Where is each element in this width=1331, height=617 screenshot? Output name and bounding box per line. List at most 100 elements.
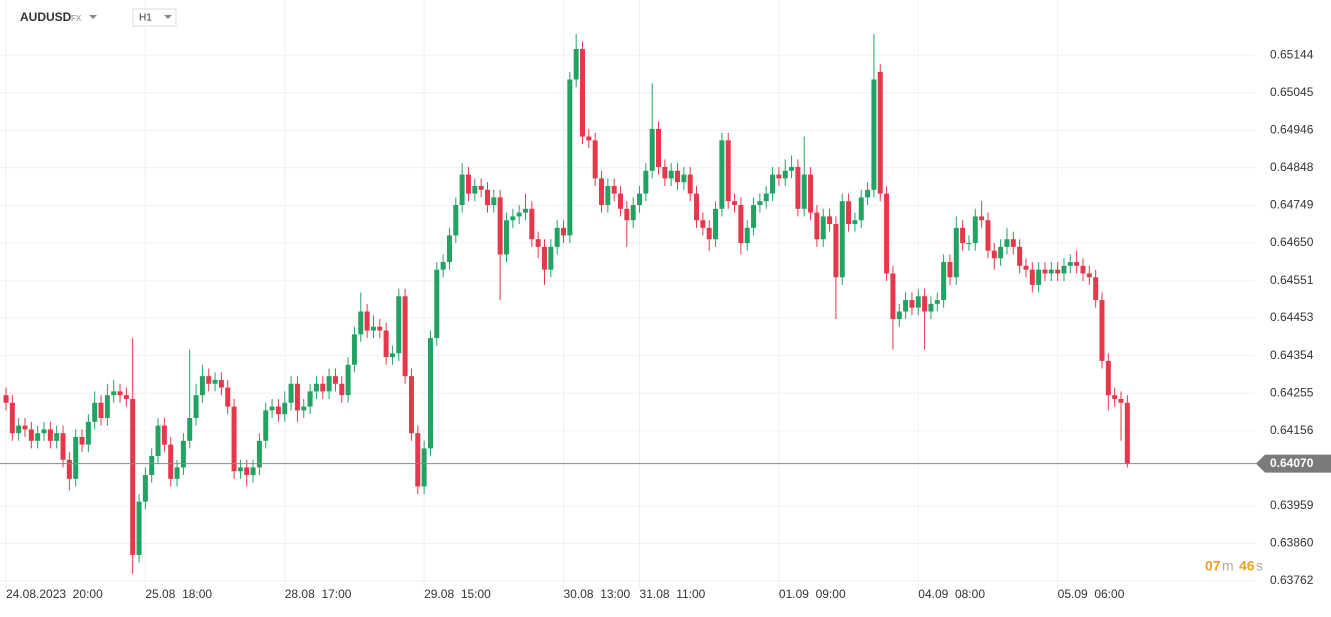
candle-body: [326, 376, 332, 392]
candle-body: [662, 166, 668, 179]
y-tick-label: 0.64650: [1270, 235, 1314, 249]
candle-body: [535, 239, 541, 247]
y-tick-label: 0.65045: [1270, 85, 1314, 99]
candle-body: [985, 220, 991, 251]
candle-body: [187, 417, 193, 441]
candle-body: [611, 185, 617, 194]
candle-body: [529, 208, 535, 240]
x-tick-label: 24.08.2023 20:00: [6, 587, 103, 601]
candle-body: [389, 353, 395, 358]
candle-body: [117, 391, 123, 396]
candle-body: [402, 296, 408, 377]
candle-body: [1055, 269, 1061, 274]
y-tick-label: 0.64551: [1270, 273, 1314, 287]
market: FX: [71, 14, 82, 23]
y-tick-label: 0.63762: [1270, 573, 1314, 587]
candle-body: [1017, 246, 1023, 266]
timer-seconds-unit: s: [1256, 558, 1263, 574]
candle-body: [675, 170, 681, 183]
candle-body: [808, 174, 814, 213]
last-price-label: 0.64070: [1270, 456, 1314, 470]
candle-body: [136, 501, 142, 555]
candle-body: [301, 406, 307, 411]
candle-body: [757, 201, 763, 206]
symbol-dropdown[interactable]: [89, 15, 97, 19]
candle-body: [618, 193, 624, 209]
candle-body: [732, 201, 738, 206]
candle-body: [47, 429, 53, 441]
candle-body: [269, 406, 275, 411]
candle-body: [484, 189, 490, 206]
candle-body: [307, 391, 313, 407]
candle-body: [903, 300, 909, 312]
candle-body: [858, 197, 864, 221]
candle-body: [427, 338, 433, 449]
candle-body: [415, 433, 421, 487]
candle-body: [130, 398, 136, 555]
candle-body: [852, 220, 858, 225]
candle-body: [814, 212, 820, 240]
candle-body: [104, 395, 110, 418]
candle-body: [776, 174, 782, 179]
candle-body: [155, 425, 161, 457]
candle-body: [820, 216, 826, 240]
y-tick-label: 0.64156: [1270, 423, 1314, 437]
candle-body: [370, 326, 376, 331]
candle-body: [649, 128, 655, 171]
candle-body: [592, 140, 598, 179]
candle-body: [313, 383, 319, 392]
candle-body: [896, 311, 902, 320]
candle-body: [928, 303, 934, 312]
candle-body: [795, 166, 801, 209]
candle-body: [123, 395, 129, 399]
candle-body: [1048, 269, 1054, 274]
candle-body: [1124, 402, 1130, 464]
candle-body: [656, 128, 662, 167]
candle-body: [719, 140, 725, 209]
candle-body: [237, 467, 243, 472]
candle-body: [839, 201, 845, 278]
candle-body: [706, 227, 712, 240]
timeframe-box[interactable]: [132, 8, 177, 27]
candle-body: [972, 216, 978, 244]
candle-body: [60, 433, 66, 460]
candle-body: [1023, 265, 1029, 270]
candle-body: [16, 425, 22, 434]
candle-body: [320, 383, 326, 392]
candle-body: [751, 205, 757, 228]
y-tick-label: 0.63959: [1270, 498, 1314, 512]
candle-body: [472, 185, 478, 194]
candle-body: [294, 383, 300, 411]
candle-body: [1112, 395, 1118, 399]
candle-body: [364, 311, 370, 331]
candle-body: [953, 227, 959, 278]
candle-body: [846, 201, 852, 225]
candle-body: [459, 174, 465, 206]
candle-body: [541, 246, 547, 270]
symbol[interactable]: AUDUSD: [20, 10, 72, 24]
candle-body: [979, 216, 985, 221]
candle-body: [922, 296, 928, 312]
candle-body: [345, 364, 351, 396]
candle-body: [244, 467, 250, 476]
candle-body: [497, 197, 503, 255]
candle-body: [174, 467, 180, 479]
timeframe[interactable]: H1: [139, 13, 152, 24]
candle-body: [73, 437, 79, 479]
candle-body: [453, 205, 459, 236]
y-tick-label: 0.65144: [1270, 47, 1314, 61]
y-tick-label: 0.64848: [1270, 160, 1314, 174]
candle-body: [212, 379, 218, 384]
candle-body: [199, 376, 205, 396]
candle-body: [1086, 273, 1092, 278]
candle-body: [465, 174, 471, 194]
candle-body: [1099, 300, 1105, 361]
candle-body: [998, 246, 1004, 259]
timeframe-dropdown[interactable]: [164, 15, 172, 19]
candle-body: [332, 376, 338, 384]
x-tick-label: 28.08 17:00: [285, 587, 352, 601]
candle-body: [782, 170, 788, 179]
candle-body: [85, 421, 91, 445]
